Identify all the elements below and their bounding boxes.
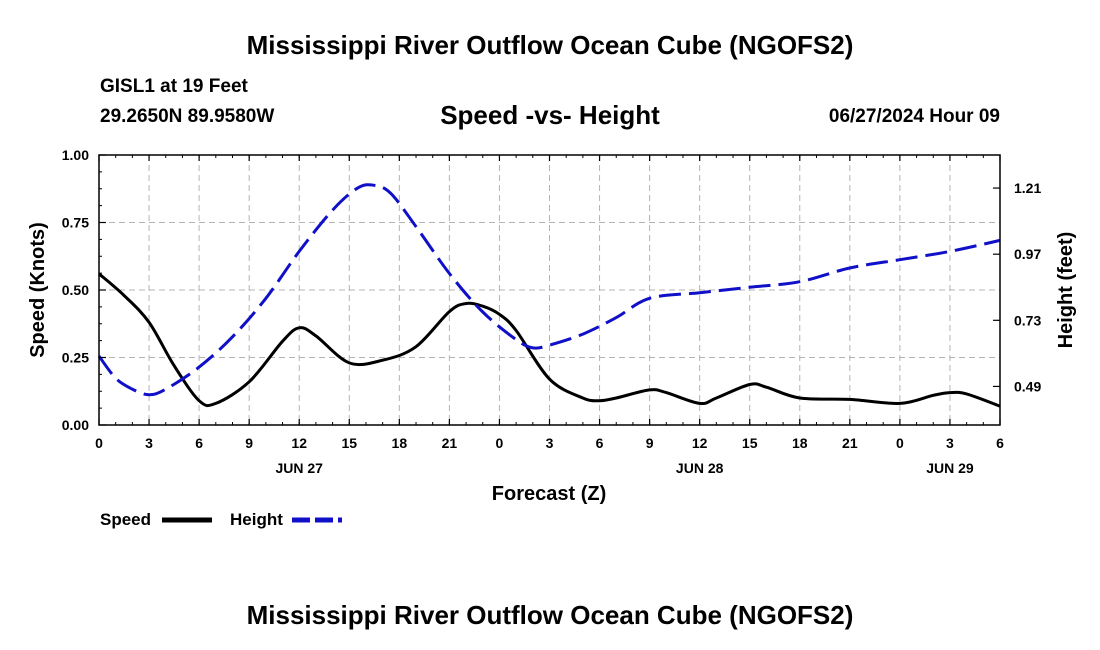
y-tick-label-left: 0.75 xyxy=(62,215,89,231)
grid-layer xyxy=(99,155,1000,425)
x-tick-label: 0 xyxy=(896,435,904,451)
series-layer xyxy=(97,183,1001,408)
x-tick-label: 12 xyxy=(291,435,307,451)
x-tick-label: 6 xyxy=(996,435,1004,451)
x-tick-label: 21 xyxy=(842,435,858,451)
y-axis-left-title: Speed (Knots) xyxy=(27,222,49,358)
y-tick-label-left: 0.00 xyxy=(62,417,89,433)
x-tick-label: 15 xyxy=(742,435,758,451)
y-tick-label-right: 1.21 xyxy=(1014,180,1041,196)
x-tick-label: 21 xyxy=(442,435,458,451)
station-label: GISL1 at 19 Feet xyxy=(100,76,248,97)
y-tick-label-left: 1.00 xyxy=(62,147,89,163)
page-title: Mississippi River Outflow Ocean Cube (NG… xyxy=(246,30,854,60)
legend-label-speed: Speed xyxy=(100,510,151,529)
x-tick-label: 9 xyxy=(245,435,253,451)
station-coordinates: 29.2650N 89.9580W xyxy=(100,106,275,127)
series-line-speed xyxy=(98,272,1001,408)
x-tick-label: 12 xyxy=(692,435,708,451)
x-tick-label: 3 xyxy=(145,435,153,451)
label-layer: 0 3 6 9 12 15 18 21 0 3 6 9 12 15 18 21 0 3 6 0.00 0.25 0.50 0… xyxy=(62,147,1042,476)
x-tick-label: 18 xyxy=(392,435,408,451)
y-tick-label-right: 0.73 xyxy=(1014,312,1041,328)
x-tick-label: 3 xyxy=(946,435,954,451)
x-tick-label: 9 xyxy=(646,435,654,451)
series-line-height xyxy=(97,183,1001,397)
y-tick-label-right: 0.97 xyxy=(1014,246,1041,262)
x-tick-label: 6 xyxy=(596,435,604,451)
x-date-label: JUN 28 xyxy=(676,460,724,476)
legend-label-height: Height xyxy=(230,510,283,529)
y-tick-label-left: 0.50 xyxy=(62,282,89,298)
y-axis-right-title: Height (feet) xyxy=(1055,232,1077,349)
legend: Speed Height xyxy=(100,510,342,529)
y-tick-label-right: 0.49 xyxy=(1014,378,1041,394)
x-date-label: JUN 29 xyxy=(926,460,974,476)
tick-layer xyxy=(98,154,1001,426)
x-axis-title: Forecast (Z) xyxy=(492,483,606,505)
chart-subtitle: Speed -vs- Height xyxy=(440,100,660,130)
x-tick-label: 0 xyxy=(95,435,103,451)
y-tick-label-left: 0.25 xyxy=(62,350,89,366)
footer-title: Mississippi River Outflow Ocean Cube (NG… xyxy=(246,600,854,630)
x-tick-label: 6 xyxy=(195,435,203,451)
x-date-label: JUN 27 xyxy=(275,460,323,476)
forecast-timestamp: 06/27/2024 Hour 09 xyxy=(828,106,1000,127)
x-tick-label: 3 xyxy=(546,435,554,451)
x-tick-label: 18 xyxy=(792,435,808,451)
x-tick-label: 0 xyxy=(496,435,504,451)
x-tick-label: 15 xyxy=(341,435,357,451)
